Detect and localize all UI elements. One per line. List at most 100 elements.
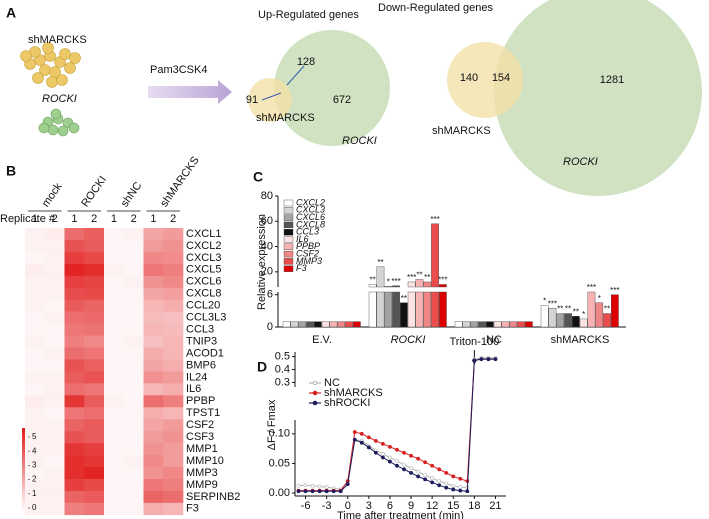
heatmap-cell <box>84 263 105 277</box>
heatmap-cell <box>64 478 85 492</box>
replicate: 2 <box>131 213 137 225</box>
point <box>430 463 435 468</box>
heatmap-cell <box>163 323 184 336</box>
bar <box>376 266 385 288</box>
bar <box>509 321 518 328</box>
heatmap-cell <box>84 383 105 396</box>
heatmap-cell <box>104 395 125 408</box>
heatmap-cell <box>25 251 46 265</box>
treatment-arrow <box>148 80 232 104</box>
colorbar-tick-label: 5 <box>32 432 37 441</box>
point <box>317 484 322 489</box>
heatmap-cell <box>25 502 46 516</box>
colorbar-tick-label: 3 <box>32 461 37 470</box>
colorbar-tick-label: 2 <box>32 475 37 484</box>
heatmap-cell <box>84 467 105 480</box>
heatmap-cell <box>143 287 164 300</box>
point <box>409 466 413 471</box>
heatmap-cell <box>104 407 125 420</box>
cells-label: shMARCKS <box>28 34 87 46</box>
cell <box>57 125 69 137</box>
heatmap-cell <box>84 502 105 516</box>
bar <box>478 321 486 328</box>
heatmap-cell <box>84 275 105 289</box>
cell <box>42 42 54 54</box>
heatmap-cell <box>64 455 85 468</box>
point <box>458 485 463 489</box>
point <box>373 450 378 455</box>
cell <box>64 62 76 74</box>
point <box>303 489 308 494</box>
legend-label: CCL3 <box>296 227 319 237</box>
venn-count: 154 <box>492 72 510 84</box>
bar <box>439 291 447 328</box>
heatmap-cell <box>64 228 85 241</box>
heatmap-cell <box>104 467 125 480</box>
bar <box>321 321 330 328</box>
panel-label: A <box>6 5 16 21</box>
heatmap-cell <box>84 347 105 360</box>
cell <box>69 52 81 64</box>
y-tick-label: 0 <box>267 321 273 333</box>
bar <box>353 321 361 328</box>
row-label: CXCL5 <box>186 264 221 276</box>
colorbar-tick-label: 0 <box>32 503 37 512</box>
heatmap-cell <box>44 287 65 300</box>
point <box>338 489 343 494</box>
cell <box>20 50 32 62</box>
bar <box>337 321 346 328</box>
legend-label: CXCL2 <box>296 197 325 207</box>
heatmap-cell <box>84 407 105 420</box>
heatmap-cell <box>104 263 125 277</box>
row-label: MMP3 <box>186 467 218 479</box>
point <box>437 467 442 472</box>
heatmap-cell <box>44 395 65 408</box>
y-tick-label: 0.00 <box>269 487 290 499</box>
heatmap-cell <box>84 395 105 408</box>
point <box>381 441 385 446</box>
heatmap-cell <box>104 251 125 265</box>
heatmap-cell <box>44 275 65 289</box>
bar <box>392 291 400 328</box>
bar <box>556 313 565 328</box>
significance: ** <box>377 258 383 267</box>
legend-label: CXCL8 <box>296 219 325 229</box>
heatmap-cell <box>84 335 105 348</box>
heatmap-cell <box>64 407 85 420</box>
x-axis-label: Time after treatment (min) <box>337 510 464 519</box>
panel-label: D <box>257 359 267 375</box>
significance: *** <box>407 273 416 282</box>
point <box>423 460 428 465</box>
heatmap-cell <box>64 263 85 277</box>
heatmap-cell <box>123 251 144 265</box>
point <box>388 455 392 460</box>
point <box>324 485 329 489</box>
row-label: CSF2 <box>186 419 214 431</box>
heatmap-cell <box>123 419 144 432</box>
legend-label: shROCKI <box>324 397 370 409</box>
row-label: CXCL8 <box>186 288 221 300</box>
legend-swatch <box>283 199 294 207</box>
bar <box>407 291 416 328</box>
heatmap-cell <box>143 431 164 444</box>
significance: * <box>543 297 546 306</box>
group-label: ROCKI <box>79 174 109 209</box>
cell <box>56 74 68 86</box>
heatmap-cell <box>25 383 46 396</box>
x-tick-label: 18 <box>468 500 480 512</box>
heatmap-cell <box>104 383 125 396</box>
row-label: CXCL3 <box>186 252 221 264</box>
point <box>388 444 392 449</box>
heatmap-cell <box>25 371 46 384</box>
heatmap-cell <box>123 299 144 312</box>
venn-title: Down-Regulated genes <box>378 2 493 14</box>
cell <box>32 72 44 84</box>
row-label: SERPINB2 <box>186 491 240 503</box>
heatmap-cell <box>123 287 144 300</box>
heatmap-cell <box>84 478 105 492</box>
bar <box>548 307 557 328</box>
point <box>451 483 456 488</box>
point <box>458 488 463 493</box>
x-tick-label: shMARCKS <box>551 334 610 346</box>
heatmap-cell <box>123 263 144 277</box>
